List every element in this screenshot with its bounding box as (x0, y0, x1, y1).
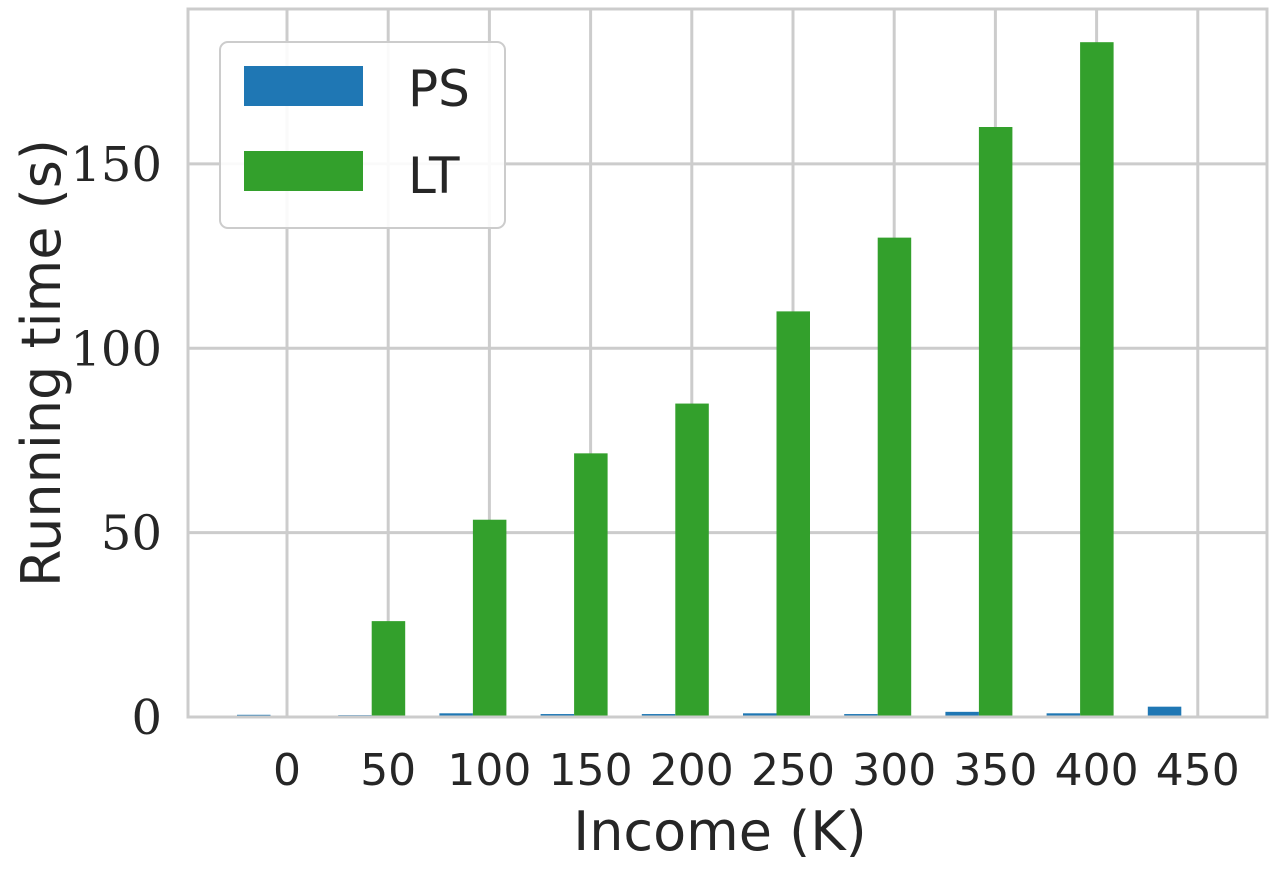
x-tick-label: 0 (273, 745, 301, 796)
legend: PS LT (219, 41, 506, 229)
x-axis-ticks: 0 50 100 150 200 250 300 350 400 450 (273, 745, 1240, 796)
bar-lt-350 (978, 127, 1013, 717)
bar-ps-250 (743, 713, 777, 717)
bar-lt-150 (574, 453, 608, 717)
bar-ps-350 (945, 711, 979, 717)
y-axis-ticks: 0 50 100 150 (70, 137, 162, 746)
y-tick-label: 100 (70, 321, 162, 377)
y-tick-label: 150 (70, 137, 162, 193)
legend-label-ps: PS (408, 60, 470, 118)
x-tick-label: 400 (1055, 745, 1139, 796)
x-tick-label: 350 (953, 745, 1037, 796)
x-tick-label: 100 (447, 745, 531, 796)
legend-swatch-ps (244, 66, 363, 106)
x-tick-label: 200 (650, 745, 734, 796)
bar-lt-200 (675, 403, 709, 717)
bar-lt-250 (776, 311, 810, 717)
y-axis-title: Running time (s) (10, 139, 73, 587)
x-axis-title: Income (K) (573, 800, 866, 863)
legend-swatch-lt (244, 151, 363, 191)
bar-ps-100 (439, 713, 473, 717)
bar-lt-50 (371, 621, 406, 717)
bar-lt-400 (1080, 42, 1114, 717)
x-tick-label: 300 (852, 745, 936, 796)
x-tick-label: 50 (360, 745, 416, 796)
x-tick-label: 250 (751, 745, 835, 796)
legend-label-lt: LT (408, 147, 460, 205)
plot-frame (186, 7, 1269, 719)
y-tick-label: 50 (101, 506, 162, 562)
bar-lt-300 (877, 237, 912, 717)
bar-ps-400 (1046, 713, 1081, 717)
bars (237, 42, 1182, 717)
y-tick-label: 0 (131, 690, 162, 746)
x-tick-label: 450 (1156, 745, 1240, 796)
x-tick-label: 150 (549, 745, 633, 796)
bar-lt-100 (472, 519, 507, 717)
bar-ps-450 (1147, 706, 1182, 717)
